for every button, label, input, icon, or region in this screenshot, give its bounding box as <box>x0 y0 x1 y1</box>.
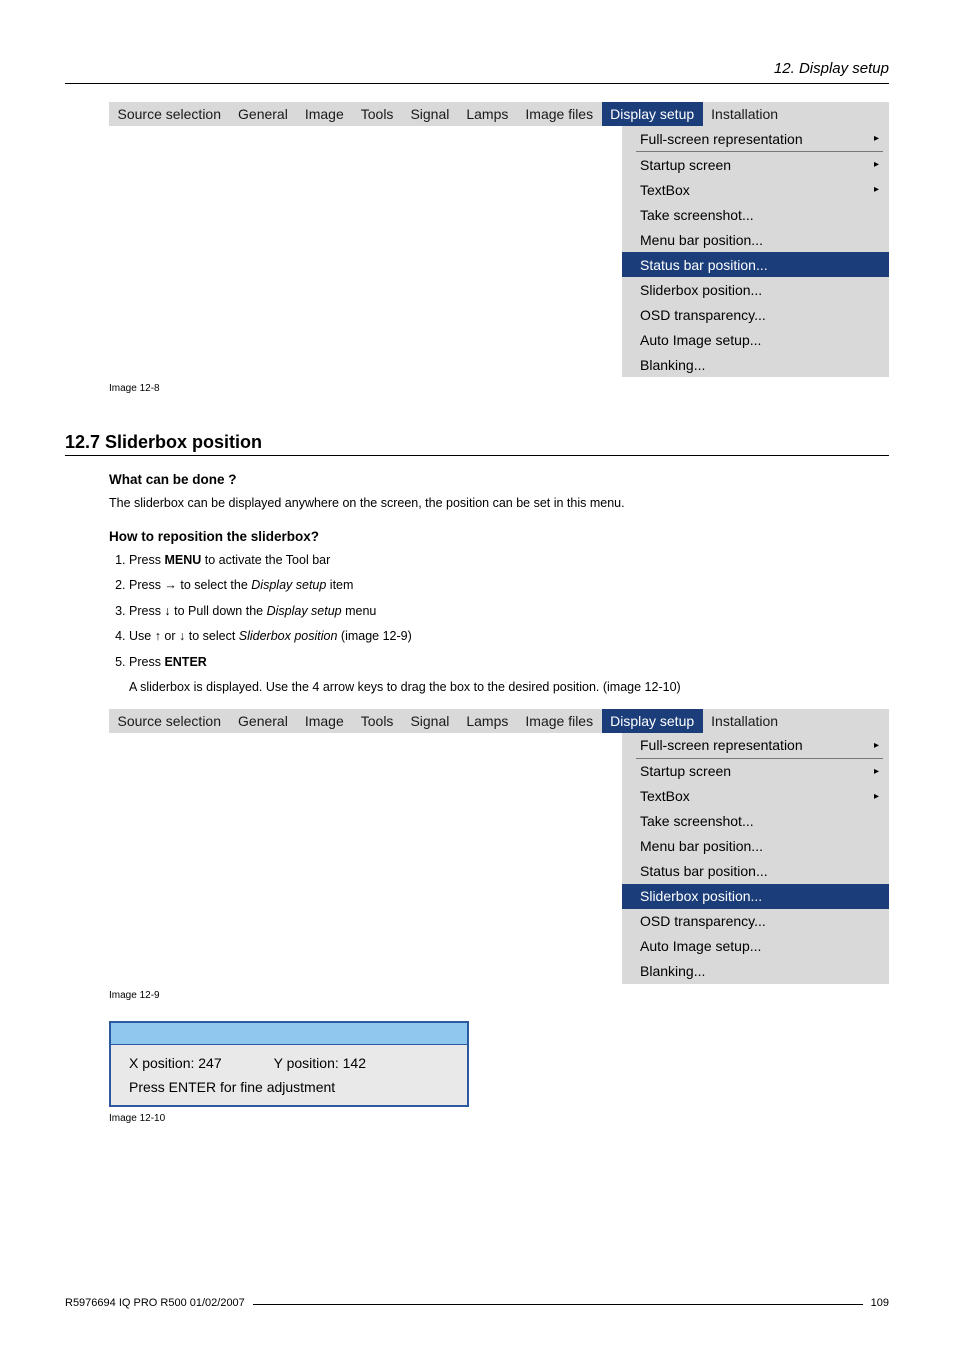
menu-source-selection[interactable]: Source selection <box>109 709 230 733</box>
menu-general[interactable]: General <box>230 102 297 126</box>
menu-installation[interactable]: Installation <box>703 709 787 733</box>
menu-display-setup[interactable]: Display setup <box>602 709 703 733</box>
dropdown-item-label: Status bar position... <box>640 863 768 879</box>
dropdown-item-label: Take screenshot... <box>640 813 754 829</box>
dropdown-item[interactable]: Status bar position... <box>622 252 889 277</box>
dropdown-item-label: Sliderbox position... <box>640 888 762 904</box>
steps-list: Press MENU to activate the Tool bar Pres… <box>109 552 889 672</box>
dropdown-item[interactable]: Blanking... <box>622 352 889 377</box>
page-footer: R5976694 IQ PRO R500 01/02/2007 109 <box>65 1297 889 1309</box>
dropdown-item[interactable]: Menu bar position... <box>622 834 889 859</box>
dropdown-item[interactable]: Menu bar position... <box>622 227 889 252</box>
menu-signal[interactable]: Signal <box>402 102 458 126</box>
dropdown-item[interactable]: OSD transparency... <box>622 909 889 934</box>
step-5: Press ENTER <box>129 654 889 672</box>
dropdown-item[interactable]: Sliderbox position... <box>622 277 889 302</box>
step-4: Use ↑ or ↓ to select Sliderbox position … <box>129 628 889 646</box>
step-after: A sliderbox is displayed. Use the 4 arro… <box>109 679 889 697</box>
caption-12-8: Image 12-8 <box>109 383 889 394</box>
dropdown-item-label: TextBox <box>640 788 690 804</box>
menu-tools[interactable]: Tools <box>352 102 402 126</box>
menu-installation[interactable]: Installation <box>703 102 787 126</box>
dropdown-item-label: Startup screen <box>640 157 731 173</box>
dropdown-item[interactable]: Startup screen ▸ <box>622 152 889 177</box>
dropdown-item-label: Blanking... <box>640 357 705 373</box>
dropdown-item[interactable]: Blanking... <box>622 959 889 984</box>
dropdown-item-label: OSD transparency... <box>640 913 766 929</box>
dropdown-item[interactable]: Full-screen representation ▸ <box>622 126 889 151</box>
menu-general[interactable]: General <box>230 709 297 733</box>
dropdown-item[interactable]: Full-screen representation ▸ <box>622 733 889 758</box>
dropdown-item[interactable]: Take screenshot... <box>622 202 889 227</box>
section-title: 12.7 Sliderbox position <box>65 432 889 456</box>
menu-image[interactable]: Image <box>296 709 352 733</box>
page-header: 12. Display setup <box>65 60 889 84</box>
dropdown-item[interactable]: Startup screen ▸ <box>622 759 889 784</box>
dropdown-item-label: Take screenshot... <box>640 207 754 223</box>
figure-12-9: Source selection General Image Tools Sig… <box>109 709 889 1001</box>
dropdown-item-label: Status bar position... <box>640 257 768 273</box>
dropdown-item-label: TextBox <box>640 182 690 198</box>
dropdown-item-label: Full-screen representation <box>640 737 803 753</box>
figure-12-8: Source selection General Image Tools Sig… <box>109 102 889 394</box>
sliderbox-titlebar[interactable] <box>111 1023 467 1045</box>
dropdown-item-label: Auto Image setup... <box>640 332 761 348</box>
menubar-b: Source selection General Image Tools Sig… <box>109 709 889 733</box>
figure-12-10: X position: 247 Y position: 142 Press EN… <box>109 1021 889 1124</box>
submenu-arrow-icon: ▸ <box>874 159 879 170</box>
dropdown-item[interactable]: Auto Image setup... <box>622 327 889 352</box>
step-1: Press MENU to activate the Tool bar <box>129 552 889 570</box>
menu-image[interactable]: Image <box>296 102 352 126</box>
sliderbox-dialog: X position: 247 Y position: 142 Press EN… <box>109 1021 469 1107</box>
footer-left: R5976694 IQ PRO R500 01/02/2007 <box>65 1297 245 1309</box>
dropdown-item-label: Auto Image setup... <box>640 938 761 954</box>
menu-image-files[interactable]: Image files <box>517 102 602 126</box>
display-setup-dropdown: Full-screen representation▸Startup scree… <box>622 733 889 984</box>
footer-page-number: 109 <box>871 1297 889 1309</box>
submenu-arrow-icon: ▸ <box>874 184 879 195</box>
dropdown-item[interactable]: Status bar position... <box>622 859 889 884</box>
submenu-arrow-icon: ▸ <box>874 766 879 777</box>
subheading-how: How to reposition the sliderbox? <box>109 529 889 544</box>
submenu-arrow-icon: ▸ <box>874 133 879 144</box>
dropdown-item-label: OSD transparency... <box>640 307 766 323</box>
step-2: Press → to select the Display setup item <box>129 577 889 595</box>
dropdown-item[interactable]: Sliderbox position... <box>622 884 889 909</box>
paragraph-what: The sliderbox can be displayed anywhere … <box>109 495 889 513</box>
dropdown-item[interactable]: Take screenshot... <box>622 809 889 834</box>
x-position-value: X position: 247 <box>129 1055 222 1071</box>
menu-lamps[interactable]: Lamps <box>458 709 517 733</box>
menubar: Source selection General Image Tools Sig… <box>109 102 889 126</box>
dropdown-item-label: Menu bar position... <box>640 838 763 854</box>
display-setup-dropdown: Full-screen representation▸Startup scree… <box>622 126 889 377</box>
menu-source-selection[interactable]: Source selection <box>109 102 230 126</box>
y-position-value: Y position: 142 <box>274 1055 366 1071</box>
dropdown-item-label: Menu bar position... <box>640 232 763 248</box>
menu-display-setup[interactable]: Display setup <box>602 102 703 126</box>
caption-12-9: Image 12-9 <box>109 990 889 1001</box>
footer-rule <box>253 1304 863 1305</box>
subheading-what: What can be done ? <box>109 472 889 487</box>
menu-signal[interactable]: Signal <box>402 709 458 733</box>
sliderbox-hint: Press ENTER for fine adjustment <box>129 1079 449 1095</box>
submenu-arrow-icon: ▸ <box>874 740 879 751</box>
dropdown-item-label: Full-screen representation <box>640 131 803 147</box>
caption-12-10: Image 12-10 <box>109 1113 889 1124</box>
dropdown-item[interactable]: TextBox ▸ <box>622 784 889 809</box>
submenu-arrow-icon: ▸ <box>874 791 879 802</box>
dropdown-item[interactable]: OSD transparency... <box>622 302 889 327</box>
step-3: Press ↓ to Pull down the Display setup m… <box>129 603 889 621</box>
dropdown-item-label: Blanking... <box>640 963 705 979</box>
dropdown-item-label: Startup screen <box>640 763 731 779</box>
menu-image-files[interactable]: Image files <box>517 709 602 733</box>
dropdown-item[interactable]: Auto Image setup... <box>622 934 889 959</box>
menu-tools[interactable]: Tools <box>352 709 402 733</box>
dropdown-item[interactable]: TextBox ▸ <box>622 177 889 202</box>
menu-lamps[interactable]: Lamps <box>458 102 517 126</box>
dropdown-item-label: Sliderbox position... <box>640 282 762 298</box>
